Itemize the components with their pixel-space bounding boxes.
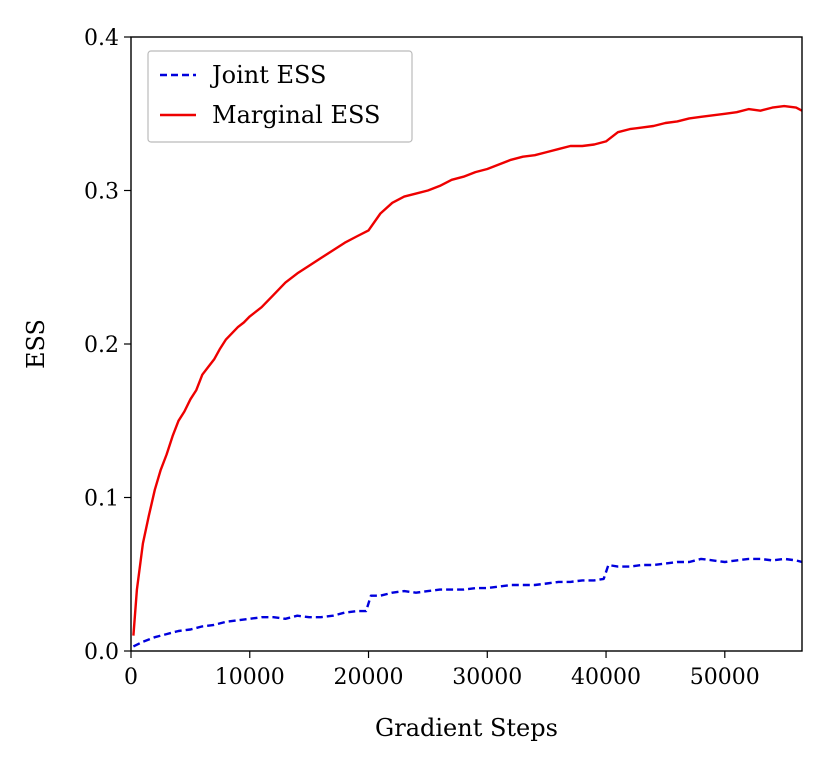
series-line-marginal-ess [132,104,803,636]
y-tick-label: 0.3 [84,180,119,205]
y-tick-label: 0.4 [84,26,119,51]
x-tick-label: 40000 [571,665,641,690]
legend-joint-ess-label: Joint ESS [209,61,326,89]
y-tick-label: 0.0 [84,640,119,665]
y-axis-title: ESS [22,319,50,369]
legend: Joint ESS Marginal ESS [147,50,413,143]
x-tick-label: 20000 [334,665,404,690]
series-line-joint-ess [132,557,803,648]
legend-marginal-ess-label: Marginal ESS [212,101,380,129]
x-axis-title: Gradient Steps [375,714,558,742]
x-tick-label: 50000 [690,665,760,690]
y-tick-label: 0.2 [84,333,119,358]
legend-box [147,50,413,143]
x-tick-label: 0 [124,665,138,690]
y-tick-label: 0.1 [84,487,119,512]
x-tick-label: 10000 [215,665,285,690]
x-tick-label: 30000 [452,665,522,690]
